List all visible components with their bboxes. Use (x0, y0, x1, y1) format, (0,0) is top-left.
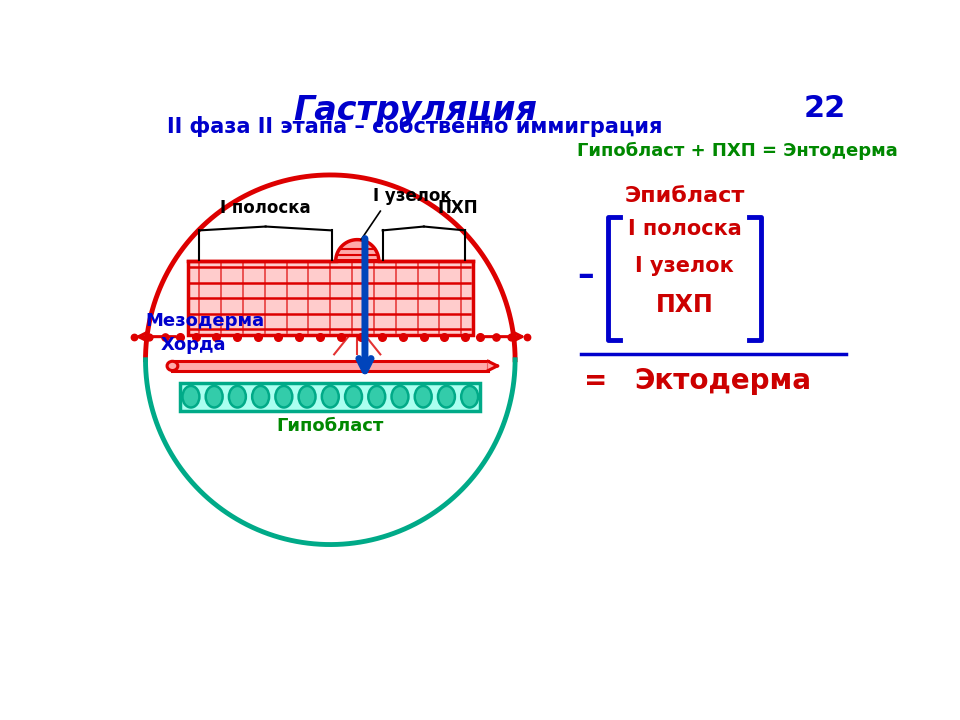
Ellipse shape (182, 386, 200, 408)
Ellipse shape (252, 386, 269, 408)
Ellipse shape (322, 386, 339, 408)
Text: Хорда: Хорда (161, 336, 227, 354)
Polygon shape (188, 261, 472, 335)
Text: Эктодерма: Эктодерма (635, 367, 811, 395)
Text: ПХП: ПХП (438, 199, 478, 217)
Polygon shape (488, 361, 497, 371)
Polygon shape (173, 361, 488, 371)
Text: Мезодерма: Мезодерма (146, 312, 265, 330)
Ellipse shape (299, 386, 316, 408)
Text: Гипобласт: Гипобласт (276, 417, 384, 435)
Text: I полоска: I полоска (628, 219, 741, 239)
Ellipse shape (276, 386, 292, 408)
Text: =: = (585, 367, 608, 395)
Text: Эпибласт: Эпибласт (624, 186, 745, 207)
Text: I полоска: I полоска (220, 199, 311, 217)
Text: –: – (578, 258, 594, 292)
Ellipse shape (228, 386, 246, 408)
Ellipse shape (438, 386, 455, 408)
Text: II фаза II этапа – собственно иммиграция: II фаза II этапа – собственно иммиграция (167, 116, 662, 137)
Ellipse shape (345, 386, 362, 408)
Ellipse shape (392, 386, 408, 408)
Text: ПХП: ПХП (656, 293, 713, 317)
Polygon shape (180, 383, 480, 410)
Ellipse shape (369, 386, 385, 408)
Text: I узелок: I узелок (372, 187, 451, 205)
Text: Гаструляция: Гаструляция (293, 94, 537, 127)
Ellipse shape (167, 361, 178, 371)
Polygon shape (336, 240, 379, 261)
Text: I узелок: I узелок (636, 256, 733, 276)
Text: Гипобласт + ПХП = Энтодерма: Гипобласт + ПХП = Энтодерма (577, 142, 898, 160)
Ellipse shape (461, 386, 478, 408)
Ellipse shape (205, 386, 223, 408)
Text: 22: 22 (804, 94, 846, 123)
Ellipse shape (415, 386, 432, 408)
